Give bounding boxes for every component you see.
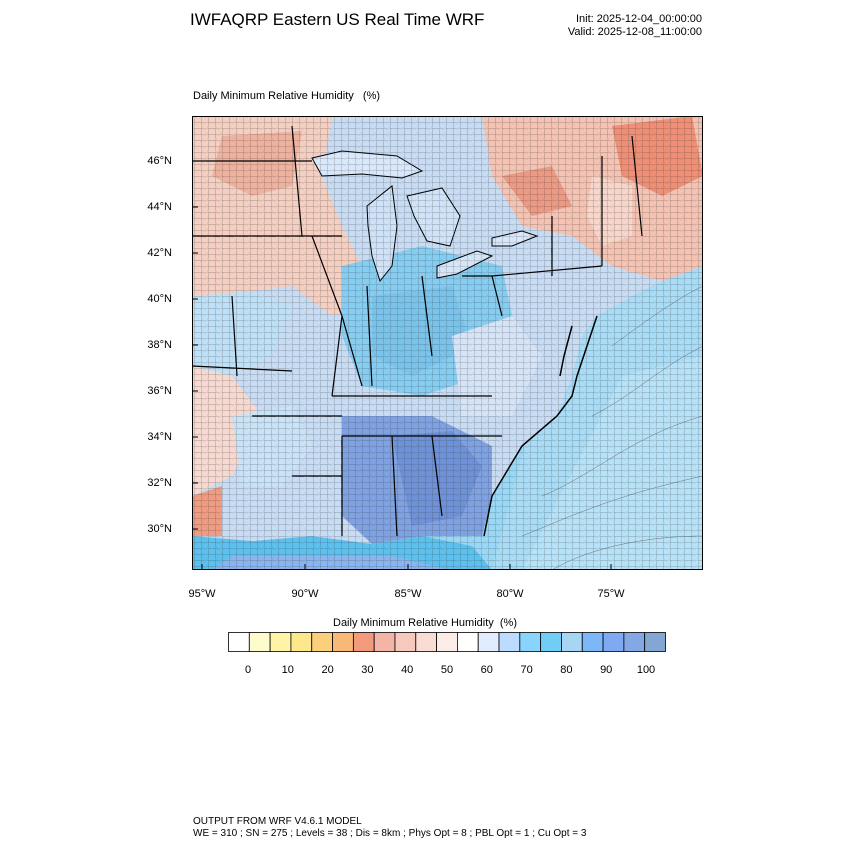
legend-color-box [248,632,271,652]
map-frame [192,116,703,570]
legend-color-box [644,632,666,652]
humidity-map [192,116,703,570]
legend-label: 50 [440,664,454,676]
state-borders [192,125,643,537]
legend-color-box [311,632,333,652]
time-info: Init: 2025-12-04_00:00:00 Valid: 2025-12… [568,13,702,39]
axis-ticks [192,160,612,570]
legend-label: 30 [361,664,374,676]
legend-label: 100 [636,664,656,676]
legend-label: 20 [321,664,334,676]
legend-label: 80 [560,664,573,676]
legend-label: 90 [600,664,613,676]
legend-color-box [519,632,542,652]
legend-label: 10 [281,664,294,676]
model-info-line2: WE = 310 ; SN = 275 ; Levels = 38 ; Dis … [193,828,587,839]
legend-title: Daily Minimum Relative Humidity (%) [333,617,517,629]
lon-label: 85°W [394,588,422,600]
legend-color-box [394,632,417,652]
legend-color-box [415,632,437,652]
coastline [483,315,598,537]
legend-color-box [456,632,479,652]
lat-label: 40°N [147,293,172,305]
lon-label: 80°W [496,588,524,600]
model-info-line1: OUTPUT FROM WRF V4.6.1 MODEL [193,816,362,827]
lat-label: 36°N [147,385,172,397]
init-time: Init: 2025-12-04_00:00:00 [576,13,702,25]
legend-color-box [581,632,604,652]
lat-label: 44°N [147,201,172,213]
lat-label: 30°N [147,523,172,535]
legend-label: 70 [520,664,533,676]
legend-color-box [498,632,521,652]
legend-color-box [332,632,354,652]
lat-label: 32°N [147,477,172,489]
model-info: OUTPUT FROM WRF V4.6.1 MODEL WE = 310 ; … [193,816,586,840]
lon-label: 95°W [188,588,216,600]
legend-color-box [602,632,625,652]
chesapeake-bay [559,325,573,377]
legend-color-box [269,632,292,652]
legend-color-box [540,632,562,652]
legend-color-box [436,632,458,652]
legend-color-box [352,632,375,652]
map-title: Daily Minimum Relative Humidity (%) [193,90,381,102]
legend-color-box [290,632,313,652]
lat-label: 42°N [147,247,172,259]
legend-color-box [623,632,646,652]
valid-time: Valid: 2025-12-08_11:00:00 [567,26,702,38]
legend-label: 0 [244,664,252,676]
lat-label: 38°N [147,339,172,351]
legend-color-box [561,632,583,652]
lat-label: 34°N [147,431,172,443]
color-legend [228,632,666,652]
legend-label: 40 [401,664,414,676]
legend-label: 60 [480,664,493,676]
lat-label: 46°N [147,155,172,167]
legend-color-box [373,632,396,652]
lon-label: 90°W [291,588,319,600]
page-title: IWFAQRP Eastern US Real Time WRF [190,10,485,29]
legend-color-box [228,632,250,652]
legend-color-box [477,632,500,652]
lon-label: 75°W [597,588,625,600]
